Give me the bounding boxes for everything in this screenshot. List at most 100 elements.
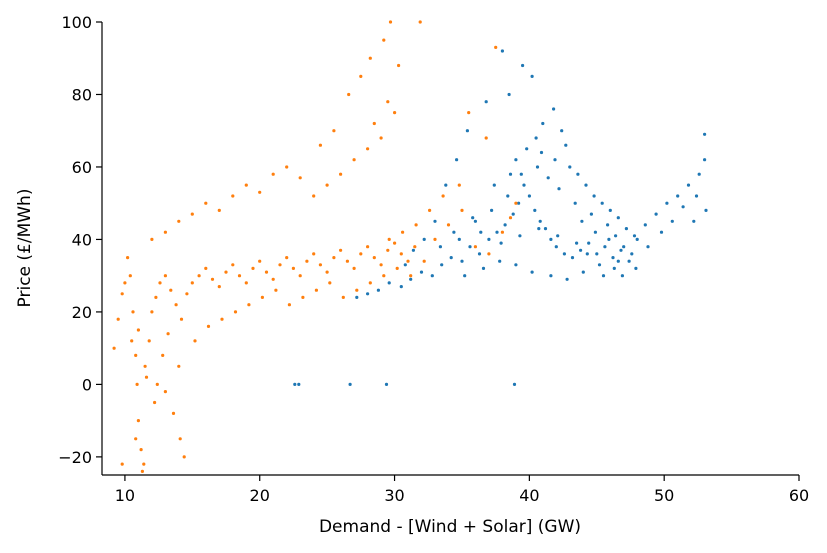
series-2-point xyxy=(260,295,264,299)
series-1-point xyxy=(587,241,591,245)
series-2-point xyxy=(339,172,343,176)
series-1-point xyxy=(665,201,669,205)
series-1-point xyxy=(533,208,537,212)
series-2-point xyxy=(233,310,238,314)
series-2-point xyxy=(144,375,149,379)
series-2-point xyxy=(393,241,397,245)
series-2-point xyxy=(514,201,518,205)
series-2-point xyxy=(359,252,363,256)
series-2-point xyxy=(264,270,269,274)
series-1-point xyxy=(440,263,444,267)
series-2-point xyxy=(155,382,159,386)
series-2-point xyxy=(166,332,170,336)
series-2-point xyxy=(136,419,140,423)
series-2-point xyxy=(368,281,372,285)
series-2-point xyxy=(271,172,275,176)
series-2-point xyxy=(393,111,397,115)
series-2-point xyxy=(399,252,403,256)
series-1-point xyxy=(530,74,534,78)
series-1-point xyxy=(554,245,558,249)
series-1-point xyxy=(490,208,494,212)
x-tick-label: 20 xyxy=(250,486,270,505)
series-2-point xyxy=(401,230,405,234)
series-1-point xyxy=(519,172,523,176)
series-1-point xyxy=(624,227,629,231)
series-1-point xyxy=(403,263,407,267)
series-1-point xyxy=(616,216,620,220)
series-1-point xyxy=(556,234,560,238)
series-1-point xyxy=(481,266,486,270)
series-2-point xyxy=(387,237,391,241)
series-2-point xyxy=(395,266,399,270)
series-1-point xyxy=(619,248,623,252)
series-2-point xyxy=(368,56,372,60)
series-1-point xyxy=(492,183,496,187)
series-2-point xyxy=(134,437,138,441)
series-2-point xyxy=(386,100,390,104)
series-2-point xyxy=(312,194,316,198)
series-2-point xyxy=(291,266,295,270)
series-2-point xyxy=(414,223,418,227)
series-1-point xyxy=(514,263,518,267)
series-2-point xyxy=(406,259,410,263)
series-1-point xyxy=(376,288,380,292)
series-2-point xyxy=(150,237,154,241)
series-2-point xyxy=(287,303,291,307)
series-1-point xyxy=(630,252,634,256)
series-2-point xyxy=(325,270,329,274)
series-1-point xyxy=(512,382,517,386)
series-2-point xyxy=(382,274,386,278)
series-2-point xyxy=(231,194,235,198)
series-1-point xyxy=(522,183,526,187)
series-2-point xyxy=(251,266,255,270)
series-2-point xyxy=(484,136,488,140)
series-2-point xyxy=(355,288,359,292)
series-2-point xyxy=(142,462,146,466)
series-2-point xyxy=(318,143,322,147)
series-1-point xyxy=(568,165,572,169)
series-1-point xyxy=(366,292,370,296)
series-1-point xyxy=(564,143,568,147)
series-1-point xyxy=(579,248,583,252)
data-points xyxy=(112,20,708,473)
series-1-point xyxy=(543,227,548,231)
x-tick-label: 10 xyxy=(115,486,135,505)
series-1-point xyxy=(575,241,579,245)
y-axis-label: Price (£/MWh) xyxy=(15,189,35,308)
series-1-point xyxy=(570,256,575,260)
series-1-point xyxy=(525,147,529,151)
series-2-point xyxy=(372,256,376,260)
series-2-point xyxy=(247,303,251,307)
series-2-point xyxy=(341,295,345,299)
series-1-point xyxy=(409,277,413,281)
series-1-point xyxy=(697,172,701,176)
series-1-point xyxy=(557,187,561,191)
series-1-point xyxy=(411,248,415,252)
series-1-point xyxy=(635,237,639,241)
series-2-point xyxy=(409,274,413,278)
series-2-point xyxy=(206,324,211,328)
series-2-point xyxy=(217,208,221,212)
series-1-point xyxy=(477,252,482,256)
series-1-point xyxy=(517,201,521,205)
x-tick-label: 40 xyxy=(519,486,539,505)
series-2-point xyxy=(204,266,208,270)
series-1-point xyxy=(498,259,502,263)
series-2-point xyxy=(500,230,504,234)
series-1-point xyxy=(589,212,594,216)
x-axis-ticks: 10 20 30 40 50 60 xyxy=(115,475,809,505)
series-2-point xyxy=(487,252,491,256)
series-2-point xyxy=(413,245,417,249)
series-1-point xyxy=(616,259,620,263)
series-1-point xyxy=(541,121,545,126)
series-1-point xyxy=(444,183,448,187)
series-2-point xyxy=(120,462,124,466)
series-1-point xyxy=(634,266,638,270)
y-axis-ticks: −20 0 20 40 60 80 100 xyxy=(58,13,102,467)
series-1-point xyxy=(580,219,584,223)
series-2-point xyxy=(190,281,194,285)
series-1-point xyxy=(681,205,685,209)
series-1-point xyxy=(703,158,707,162)
series-1-point xyxy=(508,172,513,176)
x-axis-label: Demand - [Wind + Solar] (GW) xyxy=(319,517,581,537)
